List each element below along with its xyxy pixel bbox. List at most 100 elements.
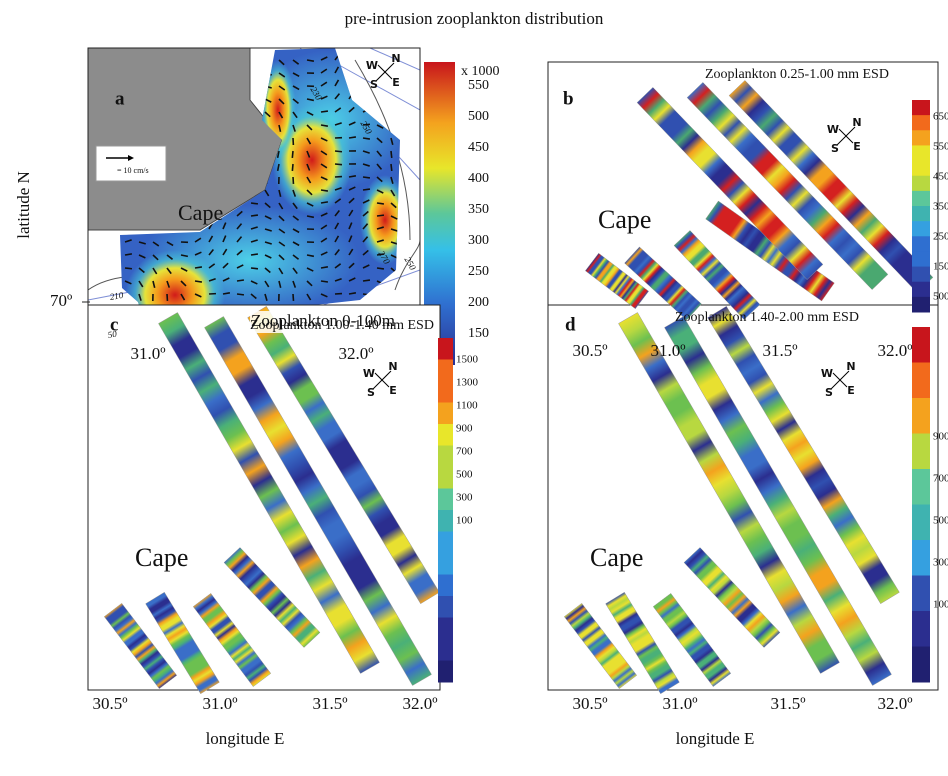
- current-arrow: [180, 254, 189, 258]
- colorbar-tick-label: 1300: [456, 377, 479, 389]
- transect-stripe: [145, 591, 220, 695]
- current-arrow: [320, 81, 328, 87]
- colorbar-tick-label: 300: [933, 557, 948, 569]
- colorbar-band: [912, 327, 930, 363]
- current-arrow: [152, 254, 159, 261]
- colorbar-band: [912, 296, 930, 313]
- colorbar-band: [438, 553, 453, 575]
- current-arrow: [306, 254, 315, 258]
- current-arrow: [278, 215, 285, 222]
- land-label: Cape: [598, 205, 651, 234]
- x-tick-label: 32.0º: [338, 344, 373, 363]
- transect-stripe: [652, 593, 732, 687]
- x-tick-label: 31.0º: [662, 694, 697, 713]
- current-arrow: [194, 251, 202, 256]
- current-arrow: [264, 98, 272, 103]
- current-arrow: [292, 241, 300, 247]
- colorbar-band: [912, 575, 930, 612]
- current-arrow: [376, 189, 384, 194]
- current-arrow: [348, 235, 353, 243]
- current-arrow: [236, 264, 244, 269]
- current-arrow: [362, 264, 370, 269]
- current-arrow: [236, 236, 243, 243]
- colorbar-band: [438, 359, 453, 382]
- compass-label: W: [821, 367, 833, 380]
- compass-label: N: [852, 116, 861, 129]
- colorbar-tick-label: 500: [456, 469, 473, 481]
- current-arrow: [264, 293, 268, 301]
- current-arrow: [208, 278, 216, 282]
- current-arrow: [390, 189, 396, 197]
- current-arrow: [124, 253, 133, 256]
- current-arrow: [278, 124, 282, 133]
- x-tick-label: 31.5º: [312, 694, 347, 713]
- colorbar-band: [912, 646, 930, 683]
- colorbar-band: [912, 611, 930, 647]
- current-arrow: [306, 137, 312, 145]
- figure-title: pre-intrusion zooplankton distribution: [345, 9, 604, 28]
- current-arrow: [222, 277, 230, 282]
- current-arrow: [264, 189, 270, 197]
- current-arrow: [250, 214, 259, 217]
- current-arrow: [292, 267, 298, 275]
- current-arrow: [334, 122, 342, 126]
- current-arrow: [334, 248, 340, 256]
- current-arrow: [362, 188, 371, 191]
- x-tick-label: 31.5º: [770, 694, 805, 713]
- current-arrow: [278, 59, 285, 66]
- colorbar-tick-label: 500: [468, 109, 489, 124]
- current-arrow: [236, 249, 243, 256]
- current-arrow: [264, 254, 272, 259]
- current-arrow: [362, 199, 370, 204]
- colorbar-tick-label: 900: [933, 431, 948, 443]
- current-arrow: [124, 239, 132, 243]
- current-arrow: [292, 228, 300, 234]
- current-arrow: [334, 107, 342, 113]
- current-arrow: [334, 150, 343, 153]
- compass: [374, 372, 390, 388]
- current-arrow: [376, 239, 384, 243]
- caption-bg: [250, 311, 398, 333]
- current-arrow: [250, 267, 259, 270]
- current-arrow: [306, 202, 314, 207]
- x-axis-label: longitude E: [206, 729, 285, 748]
- current-arrow: [306, 150, 311, 158]
- current-arrow: [362, 123, 371, 126]
- current-arrow: [334, 277, 342, 282]
- current-arrow: [276, 150, 280, 159]
- transect-stripe: [223, 547, 321, 648]
- current-arrow: [320, 150, 328, 156]
- colorbar-band: [438, 660, 453, 683]
- current-arrow: [334, 66, 340, 74]
- colorbar-tick-label: 300: [468, 233, 489, 248]
- x-tick-label: 31.5º: [762, 341, 797, 360]
- compass-label: N: [846, 360, 855, 373]
- colorbar-tick-label: 100: [933, 599, 948, 611]
- compass-label: S: [370, 78, 378, 91]
- current-arrow: [390, 176, 394, 184]
- colorbar-tick-label: 250: [468, 264, 489, 279]
- current-arrow: [306, 163, 311, 171]
- current-arrow: [334, 163, 343, 166]
- current-arrow: [292, 72, 300, 78]
- current-arrow: [292, 215, 300, 221]
- current-arrow: [362, 223, 369, 230]
- land-label: Cape: [178, 200, 223, 225]
- current-arrow: [390, 254, 398, 259]
- colorbar-band: [438, 574, 453, 597]
- colorbar-tick-label: 700: [456, 446, 473, 458]
- x-tick-label: 31.0º: [130, 344, 165, 363]
- current-arrow: [320, 124, 329, 127]
- current-arrow: [264, 228, 272, 232]
- current-arrow: [376, 202, 385, 205]
- current-arrow: [334, 79, 340, 87]
- current-arrow: [278, 189, 282, 197]
- panel-letter: c: [110, 314, 118, 335]
- panel-caption: Zooplankton 0.25-1.00 mm ESD: [705, 67, 889, 82]
- current-arrow: [278, 267, 284, 275]
- current-arrow: [390, 202, 397, 209]
- current-arrow: [250, 253, 259, 256]
- current-arrow: [166, 267, 172, 275]
- current-arrow: [250, 280, 258, 285]
